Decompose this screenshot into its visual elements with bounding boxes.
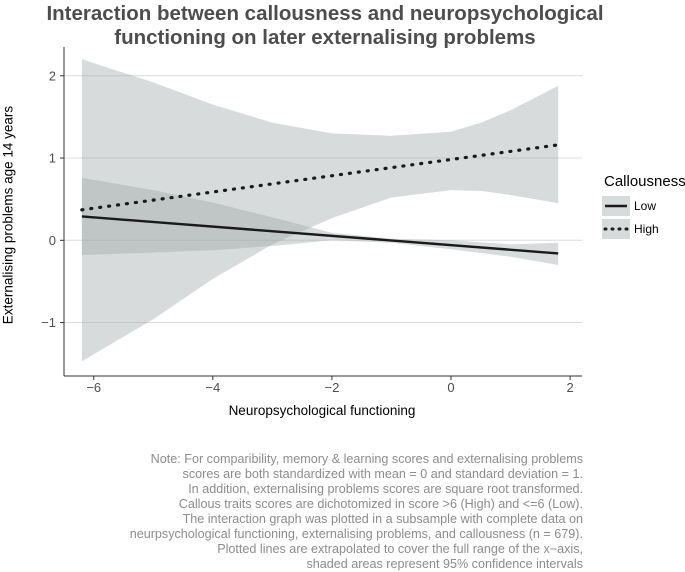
chart-title-line-1: Interaction between callousness and neur…: [46, 2, 604, 25]
y-tick-label: −1: [41, 315, 56, 330]
note-line: In addition, externalising problems scor…: [188, 482, 583, 496]
y-tick-label: 2: [49, 68, 56, 83]
y-tick-label: 1: [49, 151, 56, 166]
x-axis-label: Neuropsychological functioning: [228, 403, 416, 418]
ci-band-high: [81, 59, 559, 362]
x-tick-label: −6: [86, 380, 101, 395]
legend-key-high: [602, 219, 630, 239]
axes: −1 0 1 2 −6 −4 −2 0 2: [41, 47, 582, 395]
note-line: Plotted lines are extrapolated to cover …: [217, 542, 583, 556]
chart-title: Interaction between callousness and neur…: [0, 2, 650, 50]
note-line: Callous traits scores are dichotomized i…: [178, 497, 583, 511]
grid: [64, 75, 582, 324]
x-tick-label: 2: [566, 380, 573, 395]
note-line: The interaction graph was plotted in a s…: [182, 512, 583, 526]
note-line: neurpsychological functioning, externali…: [129, 527, 583, 541]
note-line: Note: For comparibility, memory & learni…: [150, 452, 583, 466]
chart-title-line-2: functioning on later externalising probl…: [114, 26, 536, 49]
series-lines: [80, 143, 560, 255]
confidence-bands: [81, 59, 559, 362]
note-line: shaded areas represent 95% confidence in…: [306, 557, 583, 571]
legend-title: Callousness: [604, 173, 685, 190]
x-tick-label: −4: [205, 380, 220, 395]
series-line-low: [81, 215, 559, 255]
note-line: scores are both standardized with mean =…: [182, 467, 583, 481]
x-tick-label: −2: [325, 380, 340, 395]
y-tick-label: 0: [49, 233, 56, 248]
y-axis-label: Externalising problems age 14 years: [0, 105, 16, 325]
legend-label-low: Low: [634, 199, 657, 213]
legend-label-high: High: [634, 222, 659, 236]
legend-keys: [602, 196, 630, 239]
figure-note: Note: For comparibility, memory & learni…: [130, 452, 583, 572]
series-line-high: [80, 143, 560, 212]
x-tick-label: 0: [447, 380, 454, 395]
